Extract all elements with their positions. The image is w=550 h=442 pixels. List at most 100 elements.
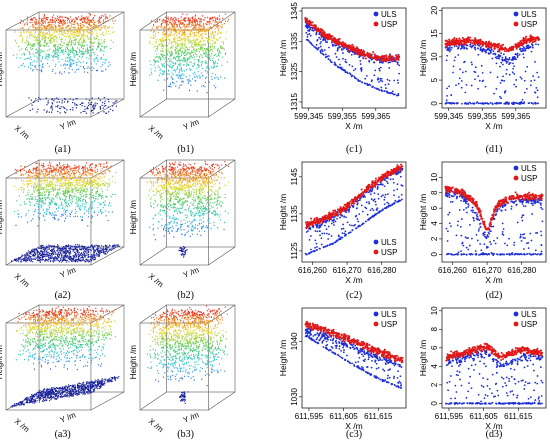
y-tick-label: 2 xyxy=(430,382,439,387)
series-uls-points xyxy=(304,327,403,389)
canopy-points xyxy=(146,305,228,387)
panel-a2: Height /m X /m Y /m (a2) xyxy=(0,159,125,301)
x-tick-label: 616,270 xyxy=(333,266,362,275)
z-axis-label: Height /m xyxy=(0,52,4,87)
x-axis-label: X /m xyxy=(13,124,32,142)
y-tick-label: 0 xyxy=(430,252,439,257)
x-tick-label: 611,595 xyxy=(295,412,324,421)
y-tick-label: 1335 xyxy=(290,32,299,50)
panel-label: (b3) xyxy=(177,429,194,440)
y-tick-label: 1125 xyxy=(290,242,299,260)
legend-marker-usp xyxy=(513,321,519,327)
z-axis-label: Height /m xyxy=(129,345,138,380)
x-tick-label: 611,615 xyxy=(504,412,533,421)
x-tick-label: 599,355 xyxy=(468,112,497,121)
y-tick-label: 2 xyxy=(430,236,439,241)
panel-label: (d2) xyxy=(486,290,503,301)
legend-marker-usp xyxy=(513,21,519,27)
x-axis-label: X /m xyxy=(345,121,362,131)
x-axis-label: X /m xyxy=(485,275,502,285)
panel-b1: Height /m X /m Y /m (b1) xyxy=(129,11,236,155)
y-axis-label: Height /m xyxy=(278,194,288,230)
legend-label-uls: ULS xyxy=(521,10,537,19)
legend-marker-uls xyxy=(373,239,379,245)
plot-frame xyxy=(441,307,547,409)
panel-label: (c2) xyxy=(346,290,362,301)
series-usp-points xyxy=(444,34,541,53)
y-axis-label: Y /m xyxy=(182,117,201,132)
chart-c1: 599,345 599,355 599,365 1315 1325 1335 1345 X /… xyxy=(278,2,407,155)
x-axis-label: X /m xyxy=(13,272,32,290)
legend-label-uls: ULS xyxy=(381,310,397,319)
x-tick-label: 611,605 xyxy=(469,412,498,421)
x-axis-label: X /m xyxy=(147,272,166,290)
y-axis-label: Height /m xyxy=(418,194,428,230)
panel-label: (b2) xyxy=(177,290,194,301)
ground-points xyxy=(178,246,188,258)
canopy-points xyxy=(146,160,229,241)
series-uls-points xyxy=(444,41,540,106)
y-tick-label: 0 xyxy=(430,401,439,406)
legend-label-uls: ULS xyxy=(381,238,397,247)
series-usp-points xyxy=(304,163,404,230)
chart-d2: 616,260 616,270 616,280 0 2 4 6 8 10 X /m Height /… xyxy=(418,161,547,301)
ground-points xyxy=(10,375,120,408)
series-usp-points xyxy=(445,342,544,362)
canopy-points xyxy=(13,161,117,227)
panel-label: (a3) xyxy=(55,429,71,440)
y-tick-label: 0 xyxy=(430,101,439,106)
panel-a3: Height /m X /m Y /m (a3) xyxy=(0,304,125,440)
legend-marker-uls xyxy=(513,311,519,317)
x-tick-label: 599,345 xyxy=(434,112,463,121)
legend-marker-usp xyxy=(513,175,519,181)
y-tick-label: 1345 xyxy=(290,2,299,20)
panel-label: (c3) xyxy=(346,429,362,440)
chart-d3: 611,595 611,605 611,615 0 2 4 6 8 10 X /m Height /… xyxy=(418,306,547,440)
z-axis-label: Height /m xyxy=(0,200,4,235)
x-tick-label: 611,595 xyxy=(435,412,464,421)
y-axis-label: Y /m xyxy=(59,265,78,280)
x-tick-label: 599,345 xyxy=(294,112,323,121)
legend-marker-uls xyxy=(513,165,519,171)
ground-points xyxy=(11,244,120,263)
plot-frame xyxy=(301,7,407,109)
legend-label-usp: USP xyxy=(381,20,397,29)
y-tick-label: 6 xyxy=(430,205,439,210)
legend-label-uls: ULS xyxy=(381,10,397,19)
y-axis-label: Y /m xyxy=(59,410,78,425)
panel-label: (c1) xyxy=(346,144,362,155)
panel-b2: Height /m X /m Y /m (b2) xyxy=(129,159,236,301)
x-axis-label: X /m xyxy=(147,417,166,435)
panel-label: (d1) xyxy=(486,144,503,155)
x-tick-label: 599,365 xyxy=(501,112,530,121)
y-tick-label: 20 xyxy=(430,5,439,14)
legend-marker-uls xyxy=(373,311,379,317)
legend-label-usp: USP xyxy=(381,320,397,329)
series-usp-points xyxy=(444,185,544,231)
y-tick-label: 1040 xyxy=(290,332,299,350)
panel-b3: Height /m X /m Y /m (b3) xyxy=(129,304,236,440)
panel-label: (d3) xyxy=(486,429,503,440)
x-tick-label: 616,270 xyxy=(473,266,502,275)
z-axis-label: Height /m xyxy=(129,52,138,87)
panel-label: (a1) xyxy=(55,144,71,155)
y-tick-label: 6 xyxy=(430,345,439,350)
legend-label-uls: ULS xyxy=(521,164,537,173)
legend-label-uls: ULS xyxy=(521,310,537,319)
y-tick-label: 10 xyxy=(430,172,439,181)
series-uls-points xyxy=(304,167,404,256)
canopy-points xyxy=(15,305,116,371)
ground-points xyxy=(28,97,118,114)
y-tick-label: 8 xyxy=(430,327,439,332)
series-usp-points xyxy=(304,320,404,364)
x-axis-label: X /m xyxy=(485,421,502,431)
x-tick-label: 616,260 xyxy=(438,266,467,275)
panel-label: (b1) xyxy=(177,144,194,155)
x-tick-label: 616,280 xyxy=(507,266,536,275)
chart-d1: 599,345 599,355 599,365 0 5 10 15 20 X /m Height … xyxy=(418,5,547,155)
